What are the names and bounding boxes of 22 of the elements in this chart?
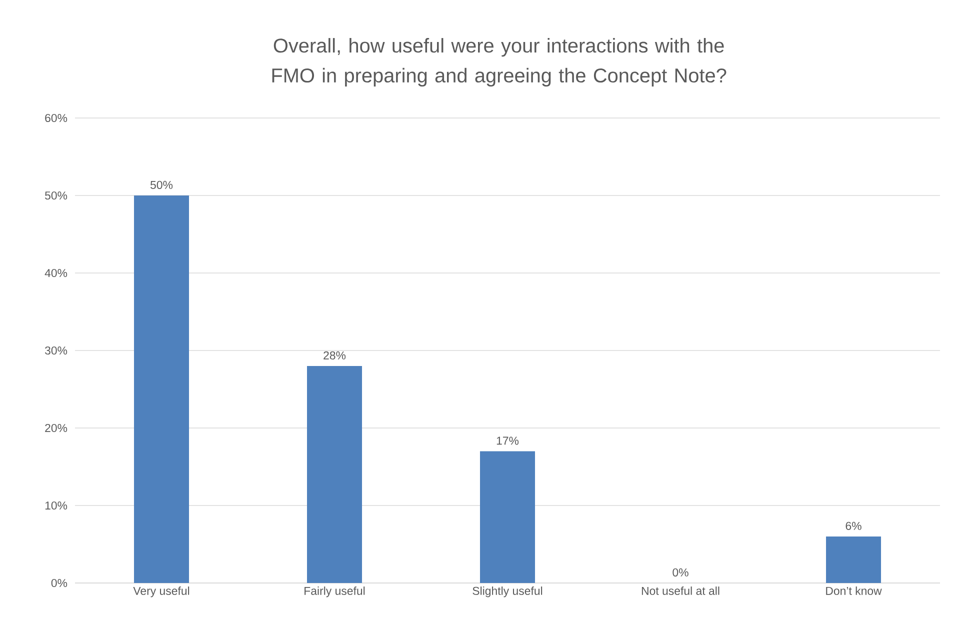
bar [826,536,882,583]
y-tick-label: 60% [45,114,68,122]
data-label: 6% [846,522,862,530]
data-label: 28% [324,351,346,360]
data-label: 0% [672,568,688,576]
data-label: 50% [150,180,173,189]
x-tick-label: Very useful [133,586,190,598]
bar [480,451,536,583]
y-tick-label: 0% [51,578,68,588]
bar [134,196,189,583]
x-tick-label: Slightly useful [472,586,542,598]
x-tick-label: Don’t know [826,586,882,595]
bar [307,366,362,583]
y-tick-label: 40% [44,268,68,278]
y-tick-label: 50% [45,191,68,200]
y-tick-label: 30% [44,346,68,355]
data-label: 17% [496,436,519,445]
x-tick-label: Not useful at all [642,586,720,595]
chart-title: Overall, how useful were your interactions with the FMO in preparing and agreeing the Concept Note? [272,38,726,87]
x-tick-label: Fairly useful [304,586,365,598]
y-tick-label: 20% [45,424,68,432]
y-tick-label: 10% [45,501,68,510]
